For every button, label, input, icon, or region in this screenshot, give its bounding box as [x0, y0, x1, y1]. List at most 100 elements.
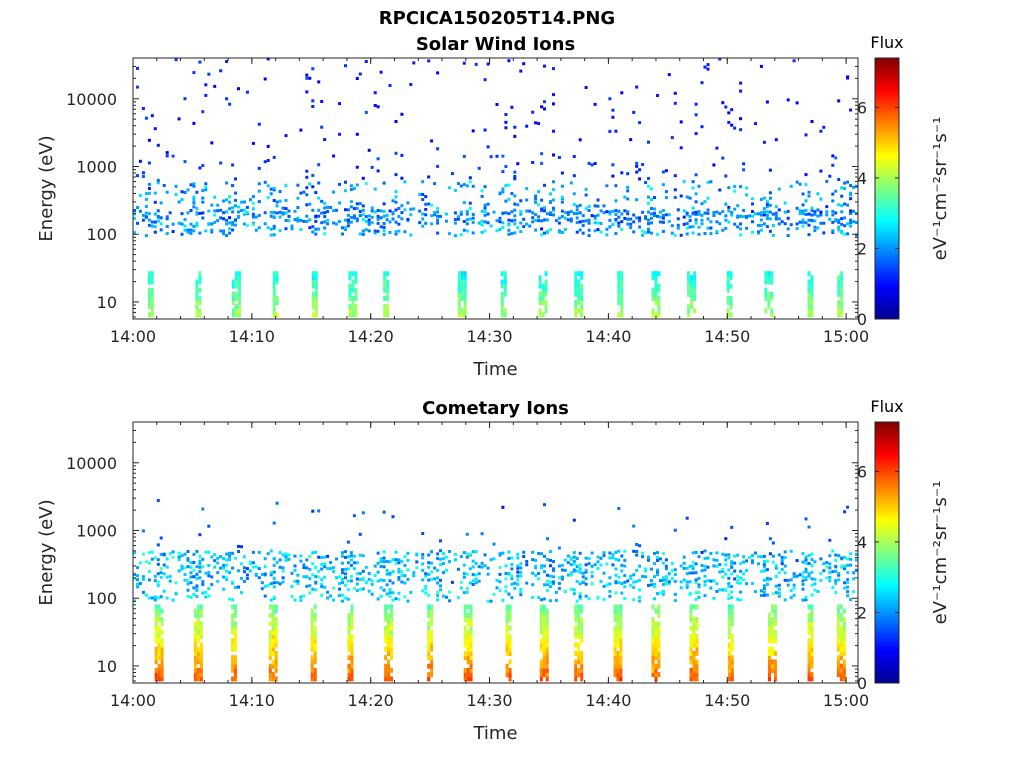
- data-cell: [153, 598, 157, 602]
- data-cell: [534, 121, 538, 125]
- data-cell: [792, 59, 796, 63]
- data-cell: [638, 225, 642, 229]
- data-cell: [201, 557, 205, 561]
- data-cell: [311, 295, 315, 301]
- data-cell: [394, 195, 398, 199]
- data-cell: [453, 558, 457, 562]
- data-cell: [231, 295, 235, 301]
- data-cell: [234, 308, 238, 314]
- data-cell: [843, 564, 847, 568]
- data-cell: [266, 226, 270, 230]
- data-cell: [751, 202, 754, 206]
- data-cell: [323, 555, 327, 559]
- data-cell: [222, 557, 226, 561]
- data-cell: [186, 565, 190, 569]
- data-cell: [736, 597, 740, 601]
- data-cell: [204, 188, 208, 192]
- data-cell: [724, 218, 728, 222]
- data-cell: [271, 676, 275, 682]
- data-cell: [695, 638, 699, 644]
- data-cell: [171, 222, 175, 226]
- data-cell: [709, 226, 713, 230]
- data-cell: [580, 634, 584, 639]
- data-cell: [549, 599, 552, 603]
- data-cell: [480, 194, 484, 198]
- data-cell: [141, 590, 145, 594]
- data-cell: [144, 560, 148, 564]
- data-cell: [453, 211, 457, 215]
- data-cell: [147, 271, 151, 277]
- data-cell: [338, 182, 341, 186]
- data-cell: [739, 233, 743, 237]
- data-cell: [733, 577, 737, 581]
- data-cell: [626, 210, 630, 214]
- data-cell: [653, 597, 656, 601]
- data-cell: [519, 210, 523, 214]
- data-cell: [620, 287, 624, 293]
- data-cell: [457, 275, 461, 281]
- data-cell: [695, 621, 699, 627]
- data-cell: [196, 672, 200, 678]
- data-cell: [189, 231, 193, 235]
- data-cell: [651, 617, 655, 623]
- data-cell: [505, 634, 509, 639]
- data-cell: [144, 197, 148, 201]
- data-cell: [274, 642, 278, 648]
- data-cell: [278, 558, 282, 562]
- data-cell: [703, 580, 707, 584]
- data-cell: [552, 560, 555, 564]
- data-cell: [311, 551, 315, 555]
- data-cell: [614, 218, 618, 221]
- data-cell: [231, 598, 235, 602]
- data-cell: [195, 577, 199, 580]
- data-cell: [807, 651, 811, 656]
- data-cell: [804, 578, 808, 581]
- data-cell: [347, 612, 351, 618]
- data-cell: [198, 231, 202, 235]
- data-cell: [807, 291, 811, 297]
- x-axis-label: Time: [472, 359, 517, 380]
- data-cell: [160, 672, 164, 678]
- data-cell: [807, 212, 811, 216]
- data-cell: [466, 612, 470, 618]
- data-cell: [141, 175, 145, 178]
- data-cell: [751, 230, 754, 234]
- data-cell: [828, 566, 832, 570]
- data-cell: [271, 634, 275, 639]
- data-cell: [305, 169, 309, 173]
- data-cell: [613, 608, 617, 614]
- data-cell: [355, 217, 359, 221]
- data-cell: [436, 576, 440, 580]
- data-cell: [424, 591, 428, 595]
- data-cell: [234, 612, 237, 618]
- data-cell: [311, 275, 315, 281]
- data-cell: [189, 228, 193, 232]
- data-cell: [768, 663, 771, 669]
- data-cell: [196, 612, 200, 618]
- data-cell: [721, 552, 725, 556]
- data-cell: [210, 228, 214, 232]
- data-cell: [563, 211, 567, 215]
- data-cell: [338, 582, 341, 585]
- data-cell: [656, 573, 659, 577]
- x-tick-label: 14:50: [704, 327, 750, 346]
- data-cell: [620, 212, 624, 216]
- data-cell: [620, 271, 624, 277]
- data-cell: [272, 295, 276, 301]
- data-cell: [469, 629, 473, 635]
- data-cell: [687, 304, 691, 310]
- data-cell: [278, 582, 282, 586]
- data-cell: [462, 228, 466, 232]
- data-cell: [539, 672, 543, 678]
- data-cell: [729, 275, 733, 281]
- data-cell: [364, 228, 368, 232]
- data-cell: [150, 300, 154, 306]
- data-cell: [810, 570, 814, 574]
- data-cell: [689, 646, 693, 652]
- data-cell: [733, 184, 737, 188]
- data-cell: [448, 560, 451, 563]
- data-cell: [543, 206, 546, 210]
- data-cell: [764, 287, 768, 293]
- data-cell: [525, 209, 529, 213]
- data-cell: [492, 542, 496, 546]
